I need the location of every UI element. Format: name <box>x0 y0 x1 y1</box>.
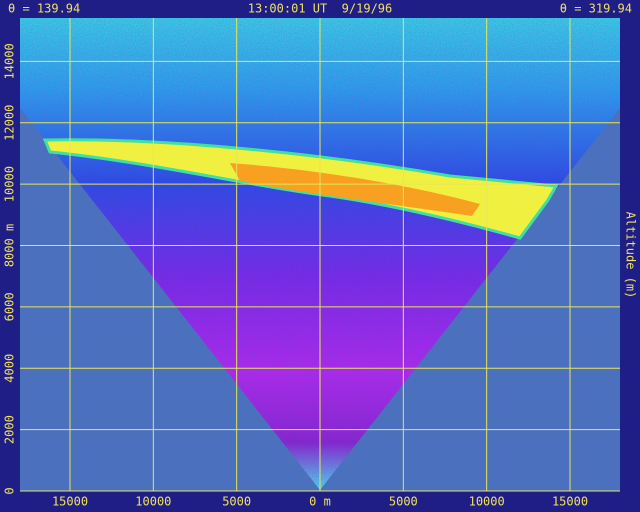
y-tick-label: 2000 <box>3 415 17 444</box>
chart-title: 13:00:01 UT 9/19/96 <box>248 2 393 16</box>
left-bar <box>0 18 20 492</box>
x-tick-label: 10000 <box>135 495 171 509</box>
x-tick-label: 15000 <box>552 495 588 509</box>
y-tick-label: 8000 m <box>3 224 17 267</box>
x-tick-label: 0 m <box>309 495 331 509</box>
y-tick-label: 0 <box>3 487 17 494</box>
y-tick-label: 14000 <box>3 43 17 79</box>
right-bar <box>620 18 640 492</box>
header-bar <box>0 0 640 18</box>
y-tick-label: 12000 <box>3 105 17 141</box>
x-tick-label: 5000 <box>389 495 418 509</box>
y-tick-label: 4000 <box>3 354 17 383</box>
cloud-core <box>230 163 480 216</box>
theta-right: θ = 319.94 <box>560 2 632 16</box>
y-axis-label: Altitude (m) <box>624 212 638 299</box>
x-tick-label: 5000 <box>222 495 251 509</box>
y-tick-label: 10000 <box>3 166 17 202</box>
x-tick-label: 15000 <box>52 495 88 509</box>
footer-bar <box>0 492 640 512</box>
theta-left: θ = 139.94 <box>8 2 80 16</box>
y-tick-label: 6000 <box>3 292 17 321</box>
x-tick-label: 10000 <box>469 495 505 509</box>
